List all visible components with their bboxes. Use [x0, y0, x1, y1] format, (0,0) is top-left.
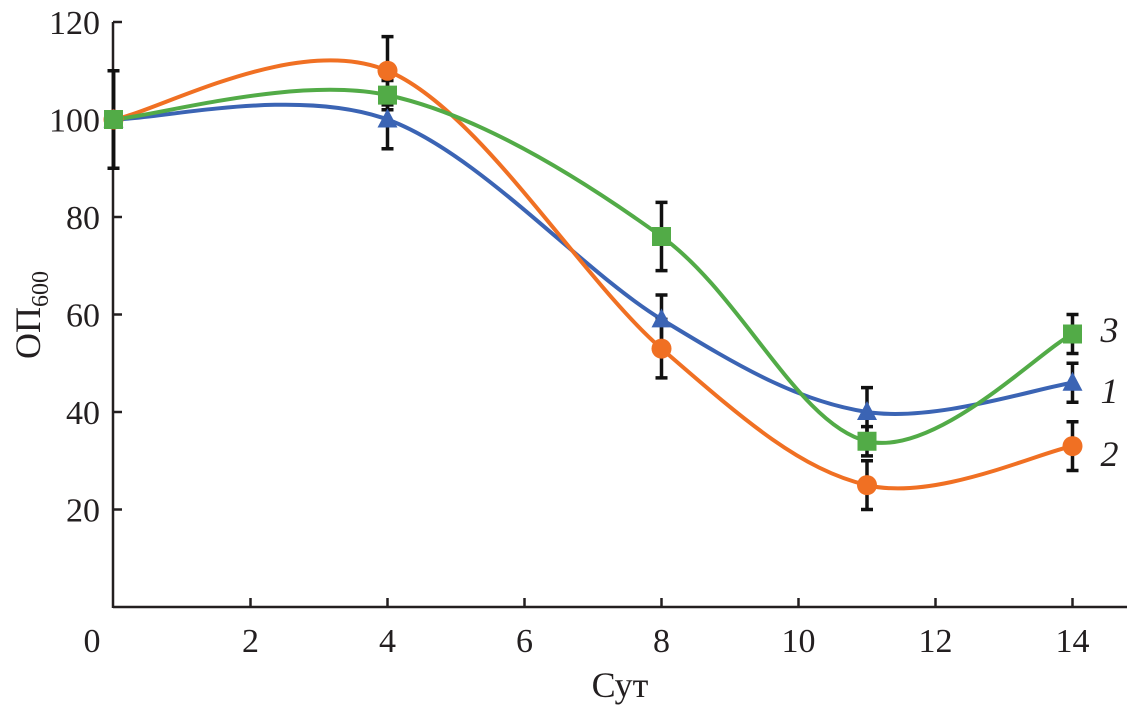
- x-tick-label: 0: [84, 623, 101, 660]
- series-1-point: [1062, 371, 1083, 391]
- series-3-point: [857, 431, 877, 451]
- axes: [111, 22, 1127, 609]
- series-2-point: [651, 338, 672, 359]
- x-tick-label: 12: [919, 623, 953, 660]
- x-tick-label: 8: [653, 623, 670, 660]
- series-3-point: [104, 110, 123, 129]
- x-tick-label: 10: [782, 623, 816, 660]
- x-tick-label: 14: [1056, 623, 1090, 660]
- series-3-point: [652, 227, 671, 246]
- series-2-point: [857, 475, 877, 496]
- x-tick-label: 2: [242, 623, 259, 660]
- series-2-point: [377, 60, 398, 81]
- series-1-point: [377, 108, 398, 128]
- series-3-point: [378, 85, 397, 105]
- y-tick-label: 120: [49, 5, 100, 42]
- series-1-point: [857, 401, 877, 420]
- y-tick-label: 80: [66, 200, 100, 237]
- series-2-label: 2: [1101, 434, 1119, 474]
- x-tick-label: 6: [516, 623, 533, 660]
- y-axis-title-main: ОП: [8, 307, 48, 359]
- y-tick-label: 20: [66, 493, 100, 530]
- series-3-label: 3: [1100, 310, 1119, 350]
- series-3-point: [1063, 324, 1082, 344]
- y-tick-label: 40: [66, 395, 100, 432]
- series-1-point: [651, 308, 672, 328]
- series-2-line: [113, 58, 1073, 491]
- y-tick-label: 100: [49, 103, 100, 140]
- series-1-label: 1: [1101, 371, 1119, 411]
- x-tick-label: 4: [379, 623, 396, 660]
- y-axis-title-subscript: 600: [28, 271, 54, 307]
- series-1-line: [113, 102, 1073, 416]
- y-axis-title: ОП600: [8, 271, 54, 359]
- x-axis-title: Сут: [592, 665, 649, 705]
- y-tick-label: 60: [66, 298, 100, 335]
- series-2-point: [1062, 436, 1083, 457]
